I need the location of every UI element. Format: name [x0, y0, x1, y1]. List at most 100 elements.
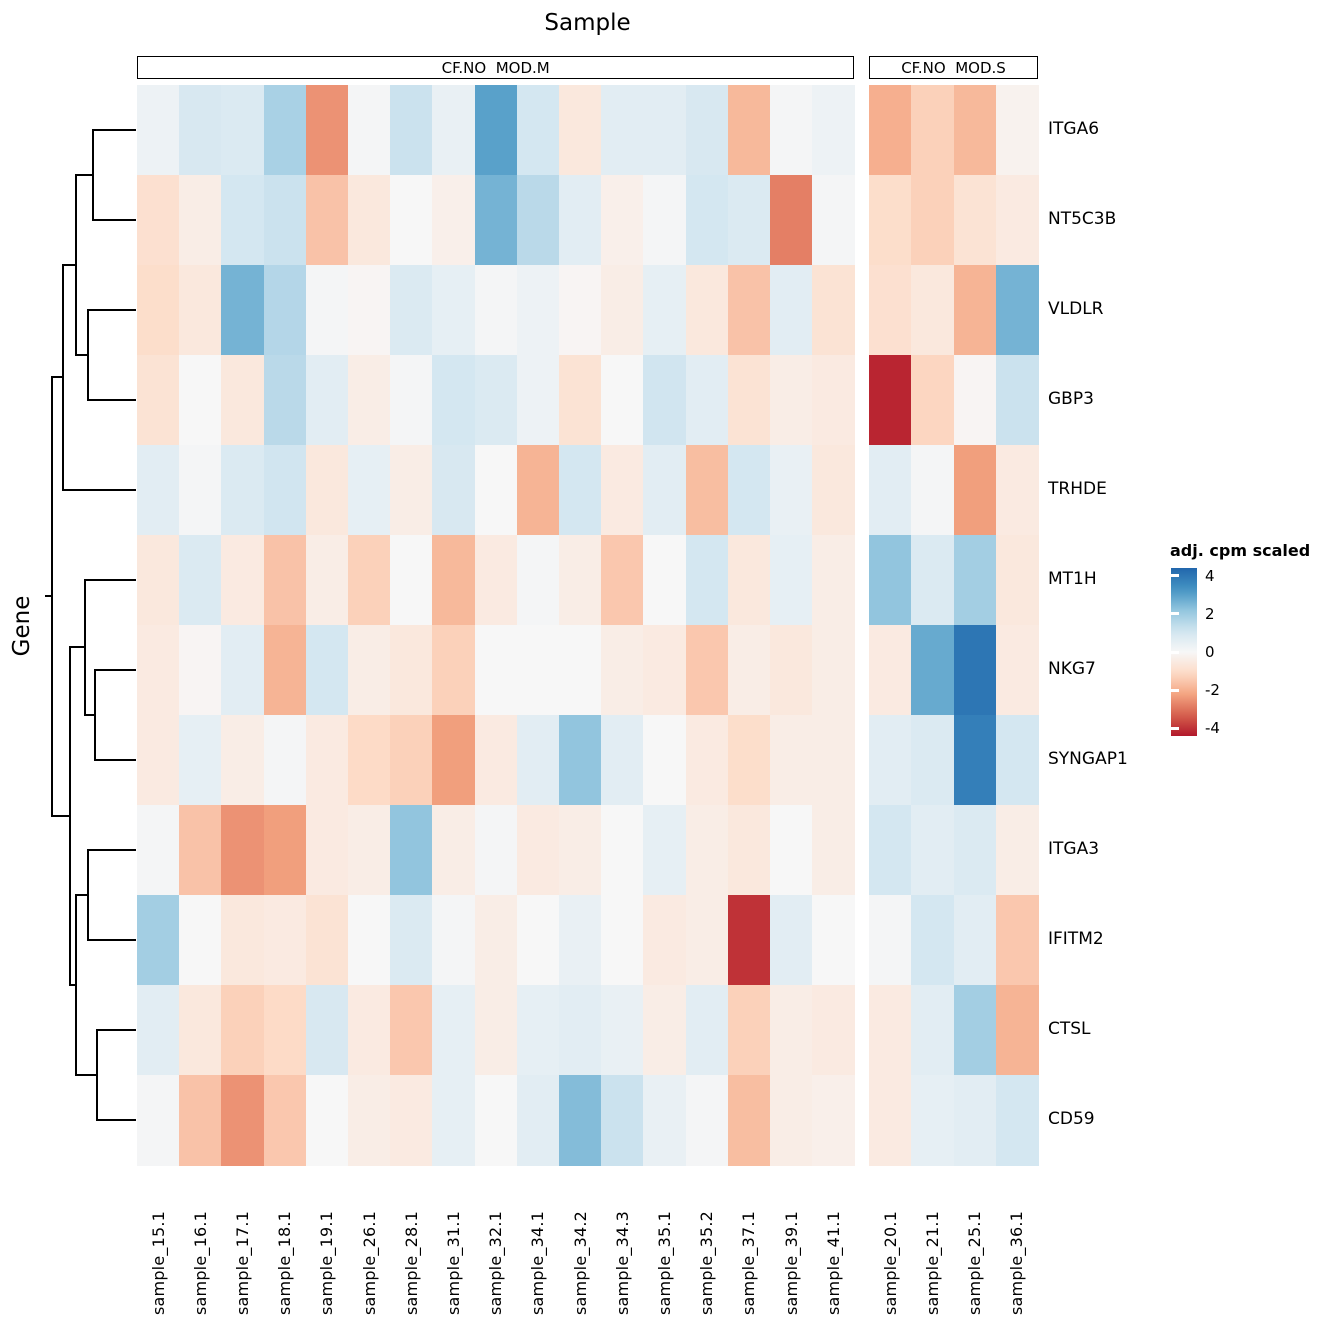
heatmap-cell [643, 895, 687, 986]
heatmap-cell [601, 805, 644, 896]
heatmap-cell [516, 445, 560, 536]
heatmap-cell [179, 445, 222, 536]
heatmap-cell [869, 265, 912, 356]
heatmap-cell [953, 715, 997, 806]
heatmap-cell [348, 265, 391, 356]
heatmap-cell [685, 895, 729, 986]
sample-label: sample_19.1 [306, 1184, 348, 1342]
heatmap-cell [263, 445, 307, 536]
heatmap-cell [727, 1075, 771, 1166]
heatmap-cell [643, 535, 687, 626]
heatmap-cell [474, 355, 518, 446]
sample-label-text: sample_26.1 [359, 1211, 379, 1315]
heatmap-cell [869, 85, 912, 176]
heatmap-cell [911, 1075, 955, 1166]
heatmap-cell [559, 445, 602, 536]
gene-label: GBP3 [1048, 389, 1094, 409]
legend-tick-mark [1171, 726, 1179, 730]
heatmap-cell [770, 265, 813, 356]
heatmap-cell [643, 85, 687, 176]
heatmap-cell [221, 445, 265, 536]
heatmap-cell [643, 355, 687, 446]
legend-tick-label: 4 [1205, 566, 1215, 585]
heatmap-cell [869, 355, 912, 446]
sample-label: sample_15.1 [137, 1184, 179, 1342]
heatmap-cell [432, 85, 476, 176]
heatmap-cell [221, 1075, 265, 1166]
heatmap-cell [263, 625, 307, 716]
heatmap-cell [911, 985, 955, 1076]
heatmap-cell [137, 625, 180, 716]
sample-label-text: sample_15.1 [148, 1211, 168, 1315]
heatmap-cell [474, 985, 518, 1076]
heatmap-cell [137, 985, 180, 1076]
heatmap-cell [305, 985, 349, 1076]
sample-label-text: sample_20.1 [880, 1211, 900, 1315]
sample-label-text: sample_34.1 [528, 1211, 548, 1315]
heatmap-cell [770, 445, 813, 536]
heatmap-cell [390, 715, 433, 806]
sample-label-text: sample_18.1 [275, 1211, 295, 1315]
legend-tick-label: 0 [1205, 643, 1215, 661]
heatmap-cell [474, 895, 518, 986]
heatmap-cell [221, 805, 265, 896]
heatmap-cell [953, 985, 997, 1076]
heatmap-cell [221, 625, 265, 716]
heatmap-cell [643, 175, 687, 266]
gene-label: NT5C3B [1048, 209, 1117, 229]
sample-label: sample_34.3 [601, 1184, 643, 1342]
heatmap-cell [516, 265, 560, 356]
heatmap-cell [727, 355, 771, 446]
gene-label: SYNGAP1 [1048, 749, 1128, 769]
sample-label: sample_18.1 [264, 1184, 306, 1342]
legend-tick-mark [1171, 612, 1179, 616]
heatmap-cell [221, 715, 265, 806]
heatmap-cell [995, 1075, 1039, 1166]
sample-label: sample_16.1 [179, 1184, 221, 1342]
heatmap-cell [812, 715, 855, 806]
heatmap-cell [137, 175, 180, 266]
heatmap-cell [643, 1075, 687, 1166]
heatmap-cell [137, 85, 180, 176]
heatmap-cell [305, 175, 349, 266]
heatmap-cell [516, 535, 560, 626]
heatmap-cell [348, 805, 391, 896]
heatmap-cell [263, 175, 307, 266]
sample-label-text: sample_17.1 [232, 1211, 252, 1315]
heatmap-cell [137, 265, 180, 356]
heatmap-cell [474, 175, 518, 266]
sample-label-text: sample_28.1 [401, 1211, 421, 1315]
gene-label: VLDLR [1048, 299, 1104, 319]
heatmap-cell [601, 895, 644, 986]
heatmap-cell [869, 805, 912, 896]
heatmap-cell [221, 85, 265, 176]
heatmap-cell [516, 355, 560, 446]
heatmap-cell [348, 535, 391, 626]
sample-label-text: sample_37.1 [739, 1211, 759, 1315]
heatmap-cell [770, 535, 813, 626]
heatmap-cell [559, 805, 602, 896]
gene-dendrogram [45, 129, 136, 1121]
heatmap-cell [432, 985, 476, 1076]
heatmap-cell [263, 265, 307, 356]
sample-label-text: sample_39.1 [781, 1211, 801, 1315]
heatmap-cell [953, 265, 997, 356]
heatmap-cell [953, 535, 997, 626]
heatmap-cell [953, 445, 997, 536]
heatmap-cell [179, 85, 222, 176]
heatmap-cell [263, 1075, 307, 1166]
heatmap-cell [911, 355, 955, 446]
heatmap-cell [643, 715, 687, 806]
heatmap-cell [179, 625, 222, 716]
gene-label: TRHDE [1048, 479, 1107, 499]
heatmap-cell [727, 895, 771, 986]
heatmap-cell [812, 1075, 855, 1166]
heatmap-cell [179, 175, 222, 266]
legend-tick-mark [1171, 574, 1179, 578]
sample-label: sample_17.1 [221, 1184, 263, 1342]
heatmap-cell [812, 805, 855, 896]
heatmap-cell [432, 445, 476, 536]
sample-label-text: sample_21.1 [922, 1211, 942, 1315]
heatmap-cell [770, 715, 813, 806]
heatmap-cell [474, 265, 518, 356]
